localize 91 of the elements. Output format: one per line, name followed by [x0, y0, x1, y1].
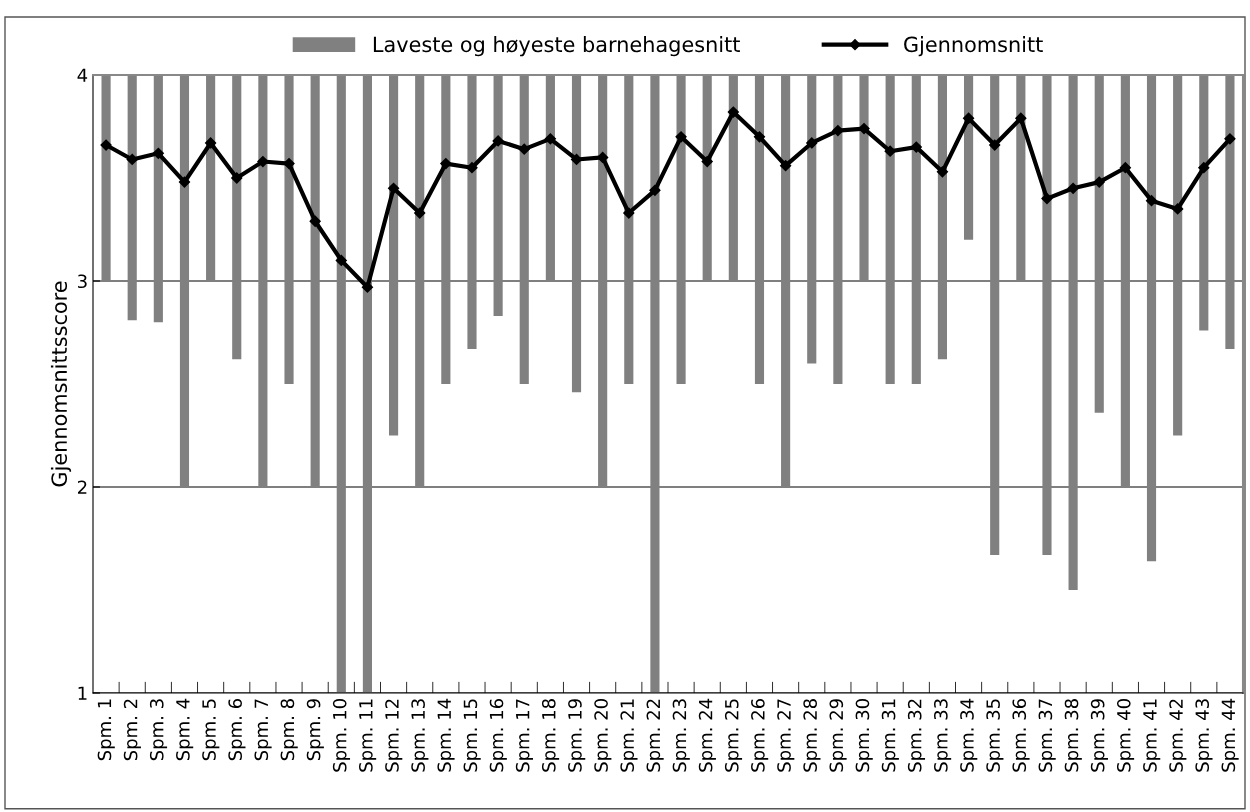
x-tick-label: Spm. 17 [515, 699, 533, 772]
x-tick-label: Spm. 24 [698, 698, 716, 772]
point [1145, 195, 1158, 207]
x-tick-label: Spm. 14 [437, 698, 455, 772]
x-tick-label: Spm. 44 [1221, 698, 1239, 772]
point [1041, 192, 1053, 205]
point [936, 166, 949, 178]
y-tick-label: 3 [78, 274, 87, 289]
x-tick-label: Spm. 12 [385, 699, 403, 772]
x-tick-label: Spm. 41 [1143, 699, 1161, 772]
point [1015, 112, 1027, 124]
x-tick-label: Spm. 36 [1012, 699, 1030, 772]
x-tick-label: Spm. 33 [934, 699, 952, 772]
point [414, 207, 426, 219]
x-tick-label: Spm. 10 [332, 699, 351, 772]
y-tick-label: 2 [77, 480, 87, 494]
x-tick-label: Spm. 28 [803, 699, 821, 772]
point [440, 157, 452, 170]
x-tick-label: Spm. 2 [123, 699, 141, 761]
point [858, 122, 870, 135]
x-tick-label: Spm. 40 [1116, 699, 1135, 772]
x-tick-label: Spm. 39 [1090, 699, 1108, 772]
point [178, 176, 191, 188]
x-tick-label: Spm. 31 [881, 699, 899, 772]
point [1224, 133, 1236, 145]
point [361, 281, 374, 293]
point [126, 153, 138, 166]
x-tick-label: Spm. 7 [254, 699, 272, 761]
x-tick-label: Spm. 35 [986, 699, 1004, 772]
x-tick-label: Spm. 18 [541, 699, 560, 772]
x-tick-label: Spm. 34 [960, 698, 978, 772]
point [387, 182, 400, 194]
point [780, 160, 792, 172]
legend-label: Laveste og høyeste barnehagesnitt [373, 36, 740, 57]
point [544, 133, 556, 145]
x-tick-label: Spm. 25 [724, 699, 743, 772]
x-tick-label: Spm. 3 [149, 699, 168, 761]
x-tick-label: Spm. 9 [306, 699, 324, 761]
x-tick-label: Spm. 11 [359, 699, 377, 772]
x-tick-label: Spm. 23 [672, 699, 690, 772]
x-tick-label: Spm. 4 [176, 698, 194, 761]
x-tick-label: Spm. 6 [228, 699, 246, 761]
x-tick-label: Spm. 1 [97, 699, 115, 761]
point [335, 254, 347, 267]
point [806, 137, 818, 149]
point [309, 215, 321, 227]
point [205, 137, 217, 149]
point [597, 151, 609, 164]
point [231, 172, 243, 184]
point [283, 157, 295, 170]
point [152, 147, 164, 159]
x-tick-label: Spm. 21 [620, 699, 638, 772]
point [727, 106, 739, 118]
x-tick-label: Spm. 42 [1169, 699, 1187, 772]
y-tick-label: 4 [77, 68, 88, 82]
point [910, 141, 922, 153]
x-tick-label: Spm. 38 [1064, 699, 1082, 772]
x-tick-label: Spm. 13 [411, 699, 429, 772]
point [492, 135, 504, 147]
point [1067, 182, 1079, 194]
x-tick-label: Spm. 5 [202, 699, 220, 761]
y-tick-label: 1 [78, 686, 87, 700]
point [884, 145, 896, 157]
x-tick-label: Spm. 20 [594, 699, 612, 772]
x-tick-label: Spm. 8 [280, 699, 298, 761]
point [623, 207, 635, 219]
x-tick-label: Spm. 15 [463, 699, 481, 772]
point [701, 155, 713, 168]
legend-label: Gjennomsnitt [904, 36, 1043, 57]
x-tick-label: Spm. 16 [489, 699, 507, 772]
x-tick-label: Spm. 32 [907, 699, 926, 772]
point [1198, 162, 1210, 174]
x-tick-label: Spm. 30 [855, 699, 873, 772]
point [753, 131, 766, 143]
x-tick-label: Spm. 27 [777, 699, 795, 772]
x-tick-label: Spm. 19 [568, 699, 586, 772]
point [675, 131, 687, 143]
point [989, 139, 1001, 151]
x-tick-label: Spm. 37 [1038, 699, 1056, 772]
point [649, 184, 661, 196]
point [518, 143, 530, 155]
y-axis-title: Gjennomsnittsscore [50, 281, 72, 487]
point [962, 112, 975, 124]
point [1093, 176, 1105, 188]
point [1172, 203, 1184, 215]
point [1119, 162, 1131, 174]
x-tick-label: Spm. 29 [829, 699, 847, 772]
x-tick-label: Spm. 43 [1195, 699, 1213, 772]
point [466, 162, 478, 174]
x-tick-label: Spm. 22 [646, 699, 664, 772]
x-tick-label: Spm. 26 [751, 699, 769, 772]
